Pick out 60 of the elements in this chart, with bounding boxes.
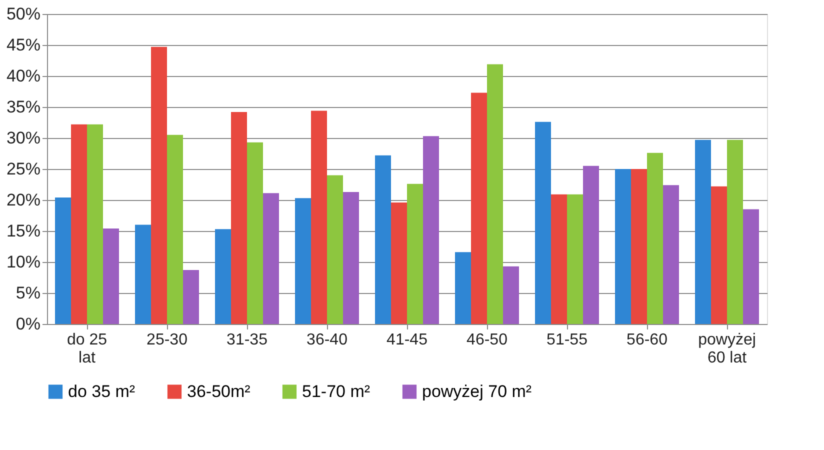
x-tick-label: 36-40 — [306, 332, 348, 348]
bar — [247, 142, 263, 324]
bar — [455, 252, 471, 324]
bar — [663, 185, 679, 324]
bar — [151, 46, 167, 324]
legend-label: 51-70 m² — [302, 382, 370, 401]
bar — [487, 64, 503, 324]
y-tick-label: 45% — [6, 36, 40, 54]
bar — [215, 229, 231, 324]
y-tick-label: 50% — [6, 4, 40, 24]
y-tick-label: 10% — [6, 252, 40, 272]
y-tick-label: 0% — [16, 314, 40, 334]
bar — [711, 186, 727, 324]
bar — [551, 194, 567, 324]
bar — [407, 184, 423, 324]
bar — [87, 124, 103, 324]
y-tick-label: 20% — [6, 190, 40, 210]
x-tick-label: 31-35 — [226, 332, 268, 348]
bar — [631, 169, 647, 324]
y-tick-label: 30% — [6, 128, 40, 148]
bar — [503, 266, 519, 324]
y-tick-label: 25% — [6, 160, 40, 178]
bar — [423, 136, 439, 324]
bar — [727, 140, 743, 324]
bar — [391, 202, 407, 324]
bar — [647, 152, 663, 324]
bar — [311, 110, 327, 324]
bar — [327, 175, 343, 324]
bar — [135, 224, 151, 324]
bar — [103, 228, 119, 324]
bar — [695, 140, 711, 324]
bar — [535, 122, 551, 324]
x-tick-label: 25-30 — [146, 332, 188, 348]
y-tick-label: 15% — [6, 222, 40, 240]
y-tick-label: 35% — [6, 98, 40, 116]
bar — [71, 124, 87, 324]
bar — [263, 193, 279, 324]
bar — [295, 198, 311, 324]
y-tick-label: 5% — [16, 284, 40, 302]
bar — [231, 112, 247, 324]
bar — [343, 192, 359, 324]
legend-label: powyżej 70 m² — [422, 382, 532, 401]
y-tick-label: 40% — [6, 66, 40, 86]
bar — [167, 134, 183, 324]
legend-label: do 35 m² — [68, 382, 136, 401]
bar — [615, 169, 631, 324]
x-tick-label: powyżej 60 lat — [698, 332, 756, 366]
x-tick-label: 46-50 — [466, 332, 508, 348]
bar — [183, 270, 199, 324]
bar — [55, 198, 71, 324]
x-tick-label: do 25 lat — [66, 332, 108, 366]
bar — [583, 166, 599, 324]
bar — [743, 209, 759, 324]
bar — [567, 194, 583, 324]
x-tick-label: 41-45 — [386, 332, 428, 348]
x-tick-label: 51-55 — [546, 332, 588, 348]
bar — [471, 92, 487, 324]
x-tick-label: 56-60 — [626, 332, 668, 348]
legend-label: 36-50m² — [187, 382, 251, 401]
bar — [375, 155, 391, 324]
